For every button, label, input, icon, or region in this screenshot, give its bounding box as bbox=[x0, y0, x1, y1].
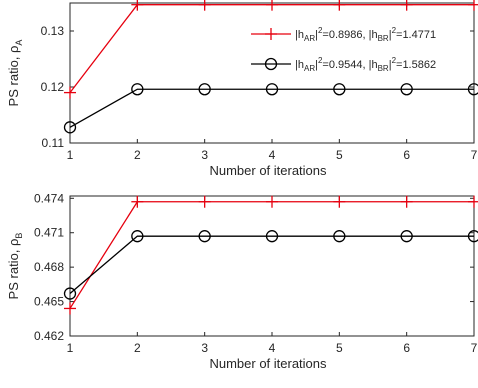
legend-sub-ar: AR bbox=[304, 64, 315, 73]
legend-bar-ar: | bbox=[315, 59, 318, 71]
series-1 bbox=[64, 0, 478, 99]
x-tick-label-6: 6 bbox=[403, 341, 410, 355]
legend-sub-br: BR bbox=[378, 64, 389, 73]
circle-marker-6 bbox=[400, 230, 413, 243]
circle-marker-1 bbox=[63, 121, 77, 134]
legend-label-1: |hAR|2=0.8986, |hBR|2=1.4771 bbox=[295, 26, 436, 43]
circle-marker-1 bbox=[63, 287, 77, 300]
circle-marker-2 bbox=[131, 230, 144, 243]
circle-marker-legend-2 bbox=[264, 57, 278, 71]
x-tick-label-4: 4 bbox=[269, 341, 276, 355]
y-axis-label-sub: A bbox=[14, 40, 24, 46]
legend-h-ar: |h bbox=[295, 29, 304, 41]
circle-marker-4 bbox=[265, 230, 279, 243]
legend-sq-ar: 2 bbox=[318, 26, 323, 35]
legend-sq-br: 2 bbox=[392, 26, 397, 35]
circle-marker-3 bbox=[198, 230, 211, 243]
x-tick-label-4: 4 bbox=[269, 148, 276, 162]
axes-box bbox=[69, 195, 475, 337]
circle-marker-2 bbox=[131, 83, 144, 96]
y-tick-label-4: 0.471 bbox=[34, 226, 64, 240]
x-axis-label: Number of iterations bbox=[209, 163, 327, 178]
y-axis-label: PS ratio, ρA bbox=[6, 40, 24, 107]
legend-bar-ar: | bbox=[315, 29, 318, 41]
legend-entry-1: |hAR|2=0.8986, |hBR|2=1.4771 bbox=[251, 26, 436, 43]
legend-val-br: =1.4771 bbox=[396, 29, 436, 41]
x-tick-label-7: 7 bbox=[471, 148, 478, 162]
x-tick-label-2: 2 bbox=[134, 341, 141, 355]
legend-val-ar: =0.8986, |h bbox=[322, 29, 377, 41]
circle-marker-3 bbox=[198, 83, 211, 96]
x-tick-label-7: 7 bbox=[471, 341, 478, 355]
legend-sq-br: 2 bbox=[392, 56, 397, 65]
circle-marker-5 bbox=[333, 230, 346, 243]
x-tick-label-3: 3 bbox=[201, 148, 208, 162]
x-tick-label-2: 2 bbox=[134, 148, 141, 162]
x-tick-label-3: 3 bbox=[201, 341, 208, 355]
axes-box bbox=[69, 2, 475, 144]
series-line-2 bbox=[69, 235, 474, 295]
legend: |hAR|2=0.8986, |hBR|2=1.4771|hAR|2=0.954… bbox=[251, 26, 436, 73]
x-axis-label: Number of iterations bbox=[209, 356, 327, 371]
series-line-2 bbox=[69, 88, 474, 128]
x-tick-label-5: 5 bbox=[336, 341, 343, 355]
series-2 bbox=[63, 83, 478, 134]
y-tick-label-3: 0.468 bbox=[34, 260, 64, 274]
y-tick-label-3: 0.13 bbox=[41, 24, 65, 38]
y-axis-label-main: PS ratio, ρ bbox=[6, 46, 21, 107]
x-tick-label-6: 6 bbox=[403, 148, 410, 162]
circle-marker-7 bbox=[467, 230, 478, 243]
x-tick-label-1: 1 bbox=[67, 148, 74, 162]
series-1 bbox=[64, 195, 478, 315]
y-axis-label: PS ratio, ρB bbox=[6, 233, 24, 300]
circle-marker-7 bbox=[467, 83, 478, 96]
y-axis-label-main: PS ratio, ρ bbox=[6, 239, 21, 300]
circle-marker-6 bbox=[400, 83, 413, 96]
legend-val-ar: =0.9544, |h bbox=[322, 59, 377, 71]
y-tick-label-5: 0.474 bbox=[34, 191, 64, 205]
x-tick-label-5: 5 bbox=[336, 148, 343, 162]
y-axis-label-sub: B bbox=[14, 233, 24, 239]
circle-marker-5 bbox=[333, 83, 346, 96]
x-tick-label-1: 1 bbox=[67, 341, 74, 355]
y-tick-label-1: 0.462 bbox=[34, 329, 64, 343]
legend-label-2: |hAR|2=0.9544, |hBR|2=1.5862 bbox=[295, 56, 436, 73]
chart-top-rho-a: 1 2 3 4 5 6 7 0.11 0.12 0.13 Number of iterations P… bbox=[6, 0, 478, 178]
legend-sub-br: BR bbox=[378, 34, 389, 43]
legend-sub-ar: AR bbox=[304, 34, 315, 43]
circle-marker-4 bbox=[265, 83, 279, 96]
legend-val-br: =1.5862 bbox=[396, 59, 436, 71]
chart-bottom-rho-b: 1 2 3 4 5 6 7 0.462 0.465 0.468 0.471 0.474 Number o… bbox=[6, 191, 478, 371]
legend-bar-br: | bbox=[389, 29, 392, 41]
y-tick-label-1: 0.11 bbox=[42, 136, 65, 150]
y-tick-label-2: 0.12 bbox=[41, 80, 65, 94]
legend-entry-2: |hAR|2=0.9544, |hBR|2=1.5862 bbox=[251, 56, 436, 73]
series-2 bbox=[63, 230, 478, 300]
legend-h-ar: |h bbox=[295, 59, 304, 71]
legend-sq-ar: 2 bbox=[318, 56, 323, 65]
y-tick-label-2: 0.465 bbox=[34, 295, 64, 309]
legend-bar-br: | bbox=[389, 59, 392, 71]
